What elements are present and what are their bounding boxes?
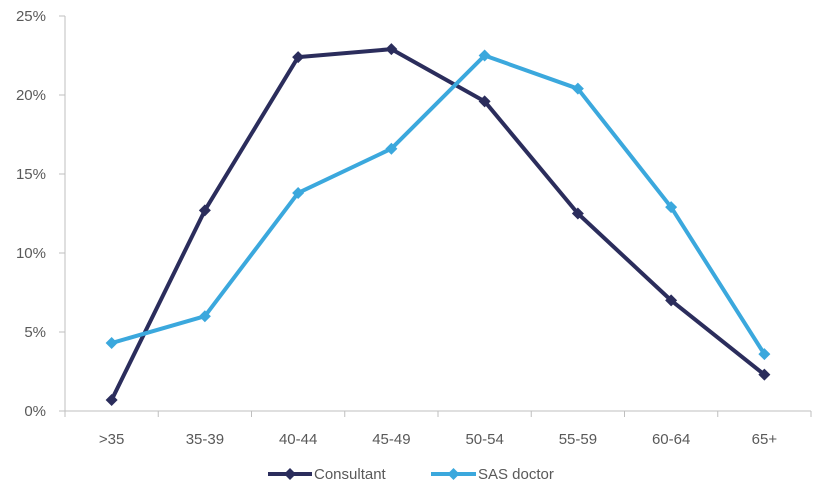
data-point	[198, 204, 211, 217]
data-point	[665, 201, 678, 214]
x-tick-label: 35-39	[186, 431, 224, 448]
y-tick-label: 0%	[24, 403, 46, 420]
legend-marker	[447, 468, 460, 480]
series-line	[111, 53, 767, 356]
legend: Consultant SAS doctor	[268, 466, 554, 483]
x-tick-label: 40-44	[279, 431, 317, 448]
x-tick-label: 45-49	[372, 431, 410, 448]
data-point	[105, 393, 118, 406]
y-tick-label: 20%	[16, 87, 46, 104]
data-point	[105, 337, 118, 350]
x-tick-label: 65+	[752, 431, 778, 448]
legend-marker	[284, 468, 296, 480]
series-sas-doctor	[105, 49, 771, 361]
x-tick-label: 55-59	[559, 431, 597, 448]
data-point	[478, 95, 491, 108]
x-ticks: >35 35-39 40-44 45-49 50-54 55-59 60-64 65+	[64, 411, 812, 448]
x-tick-label: 50-54	[465, 431, 503, 448]
data-point	[385, 43, 398, 56]
y-tick-label: 5%	[24, 324, 46, 341]
data-point	[292, 51, 305, 64]
x-tick-label: >35	[99, 431, 124, 448]
data-point	[665, 294, 678, 307]
data-point	[198, 310, 211, 323]
data-point	[385, 142, 398, 155]
data-point	[292, 186, 305, 199]
y-tick-label: 10%	[16, 245, 46, 262]
data-point	[571, 82, 584, 95]
legend-label: Consultant	[314, 466, 387, 483]
x-tick-label: 60-64	[652, 431, 690, 448]
y-tick-label: 25%	[16, 8, 46, 25]
data-point	[478, 49, 491, 62]
series-consultant	[105, 43, 771, 406]
data-point	[571, 207, 584, 220]
series-layer	[105, 43, 771, 406]
data-point	[758, 348, 771, 361]
series-line	[109, 47, 766, 401]
legend-item-sas-doctor: SAS doctor	[431, 466, 554, 483]
y-ticks: 0% 5% 10% 15% 20% 25%	[16, 8, 65, 420]
y-tick-label: 15%	[16, 166, 46, 183]
legend-item-consultant: Consultant	[268, 466, 387, 483]
legend-label: SAS doctor	[478, 466, 554, 483]
data-point	[758, 368, 771, 381]
